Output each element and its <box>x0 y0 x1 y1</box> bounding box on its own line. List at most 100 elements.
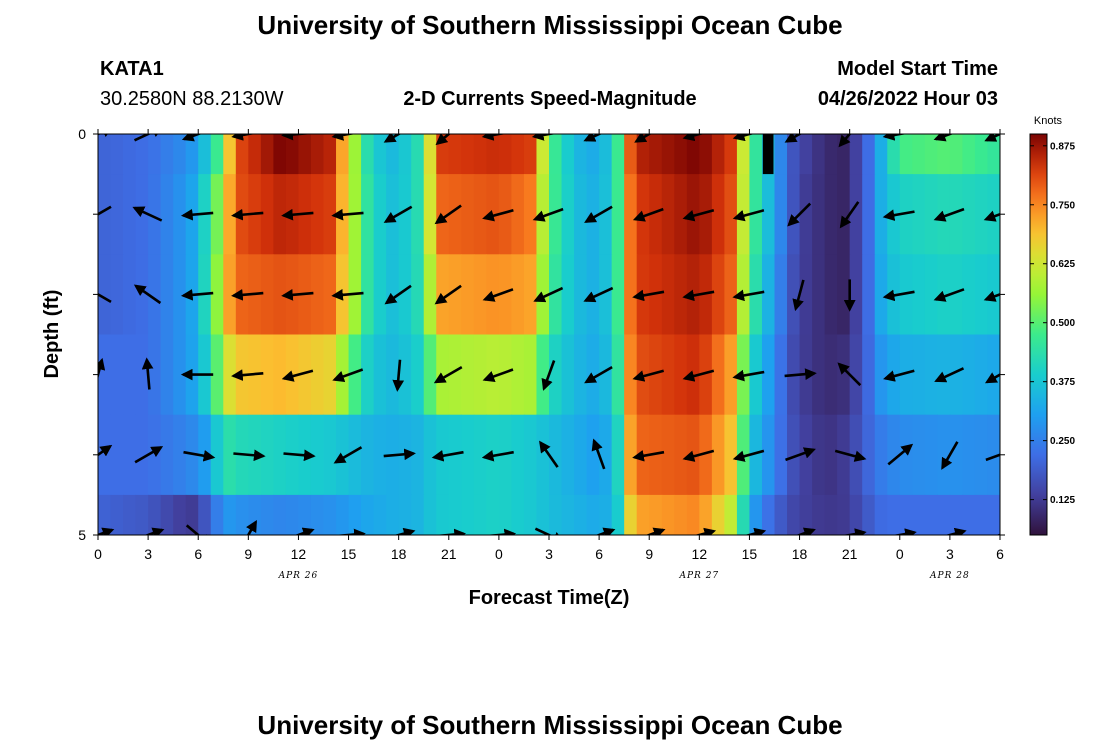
heatmap-cell <box>98 174 112 255</box>
heatmap-cell <box>523 254 538 336</box>
heatmap-cell <box>761 494 776 535</box>
heatmap-cell <box>874 414 888 496</box>
heatmap-cell <box>198 134 212 175</box>
heatmap-cell <box>110 174 124 255</box>
current-vector <box>839 201 860 229</box>
heatmap-cell <box>235 134 249 175</box>
current-vector <box>281 134 314 141</box>
heatmap-cell <box>210 334 224 416</box>
heatmap-cell <box>310 414 325 496</box>
heatmap-cell <box>824 134 838 175</box>
heatmap-cell <box>173 134 187 175</box>
heatmap-cell <box>649 254 663 336</box>
heatmap-cell <box>899 254 913 336</box>
heatmap-cell <box>173 254 187 336</box>
heatmap-cell <box>962 134 976 175</box>
x-tick-label: 3 <box>946 546 954 562</box>
heatmap-cell <box>711 334 725 416</box>
heatmap-cell <box>599 334 613 416</box>
heatmap-cell <box>273 334 287 416</box>
current-vector <box>231 369 264 381</box>
station-id: KATA1 <box>100 58 164 80</box>
heatmap-cell <box>787 134 801 175</box>
heatmap-cell <box>361 174 375 255</box>
heatmap-cell <box>674 254 688 336</box>
heatmap-cell <box>749 494 763 535</box>
x-tick-label: 15 <box>341 546 357 562</box>
current-vector <box>333 528 366 535</box>
heatmap-cell <box>574 254 588 336</box>
heatmap-cell <box>561 334 575 416</box>
heatmap-cell <box>624 414 638 496</box>
heatmap-cell <box>711 494 725 535</box>
heatmap-cell <box>962 174 976 255</box>
footer-title: University of Southern Mississippi Ocean… <box>257 710 842 740</box>
heatmap-cell <box>586 494 600 535</box>
heatmap-cell <box>812 414 826 496</box>
date-label: APR 26 <box>278 571 319 581</box>
x-axis-ticks: 0 3 6 9 12 15 18 21 0 3 6 9 12 15 18 21 0 3 6 <box>94 129 1004 562</box>
current-vector <box>231 208 264 221</box>
model-start-label: Model Start Time <box>837 58 998 80</box>
heatmap-cell <box>210 254 224 336</box>
heatmap-cell <box>749 334 763 416</box>
heatmap-cell <box>273 494 287 535</box>
heatmap-cell <box>599 174 613 255</box>
current-vector <box>531 134 557 141</box>
model-start-value: 04/26/2022 Hour 03 <box>818 88 998 110</box>
current-vector <box>732 289 765 302</box>
heatmap-cell <box>98 134 112 175</box>
current-vector <box>433 365 463 384</box>
heatmap-cell <box>824 254 838 336</box>
heatmap-cell <box>599 134 613 175</box>
heatmap-cell <box>373 134 387 175</box>
heatmap-cell <box>724 134 738 175</box>
heatmap-cell <box>123 134 137 175</box>
heatmap-cell <box>135 134 149 175</box>
heatmap-cell <box>498 414 513 496</box>
current-vector <box>141 357 154 390</box>
heatmap-cell <box>937 134 951 175</box>
current-vector <box>933 207 965 222</box>
heatmap-cell <box>98 334 112 416</box>
heatmap-cell <box>248 134 262 175</box>
heatmap-cell <box>711 174 725 255</box>
heatmap-cell <box>411 414 425 496</box>
heatmap-cell <box>574 334 588 416</box>
date-label: APR 28 <box>929 571 970 581</box>
current-vector <box>732 369 765 382</box>
current-vector <box>331 134 357 141</box>
heatmap-cell <box>611 334 625 416</box>
heatmap-cell <box>724 414 738 496</box>
heatmap-cell <box>473 494 487 535</box>
heatmap-cell <box>511 134 525 175</box>
current-vector <box>383 134 402 143</box>
current-vector <box>732 134 755 142</box>
current-vector <box>694 527 717 535</box>
heatmap-cell <box>837 414 851 496</box>
current-vector <box>882 134 908 141</box>
current-vector <box>595 527 616 535</box>
colorbar-tick-label: 0.125 <box>1050 495 1075 506</box>
heatmap-cell <box>185 134 199 175</box>
heatmap-cell <box>874 174 888 255</box>
heatmap-cell <box>323 494 337 535</box>
current-vector <box>984 372 1000 384</box>
heatmap-cell <box>523 494 538 535</box>
current-vector <box>481 134 507 141</box>
current-vector <box>98 357 106 380</box>
heatmap-cell <box>511 174 525 255</box>
heatmap-cell <box>686 494 700 535</box>
heatmap-cell <box>912 174 926 255</box>
heatmap-cell <box>787 414 801 496</box>
heatmap-cell <box>874 134 888 175</box>
heatmap-cell <box>511 254 525 336</box>
current-vector <box>331 208 364 221</box>
heatmap-cell <box>774 254 788 336</box>
heatmap-cell <box>423 414 437 496</box>
heatmap-cell <box>862 334 876 416</box>
heatmap-cell <box>285 494 300 535</box>
heatmap-cell <box>310 254 325 336</box>
heatmap-cell <box>962 254 976 336</box>
heatmap-cell <box>724 254 738 336</box>
